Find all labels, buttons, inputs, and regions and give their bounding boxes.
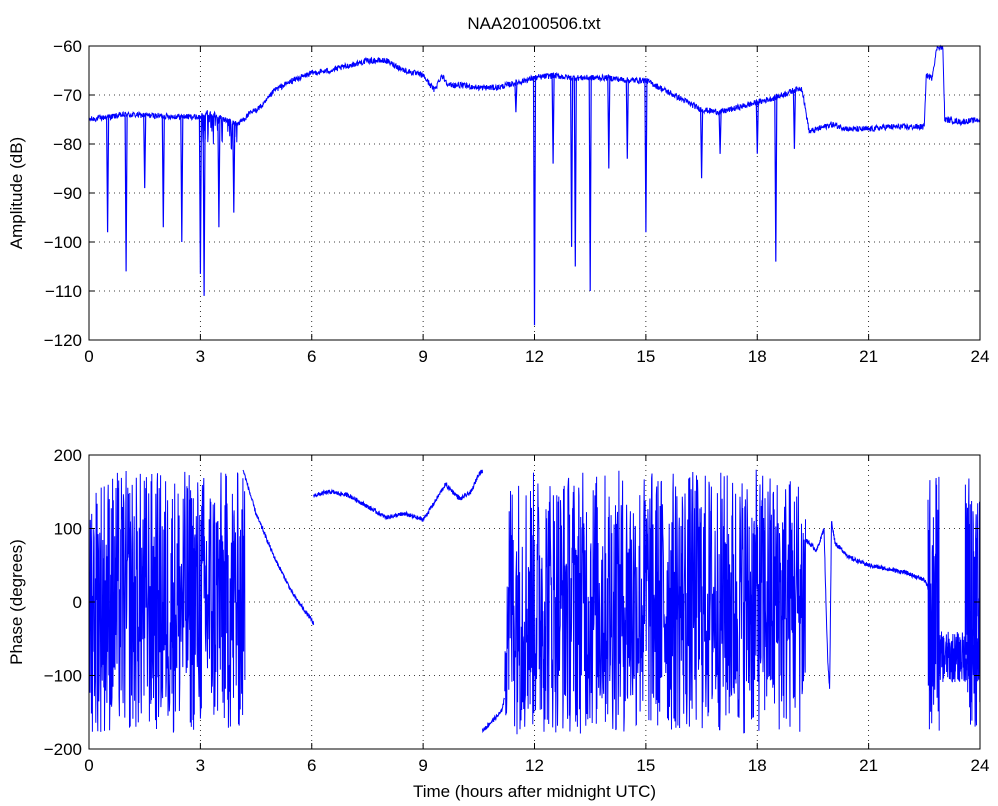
phase-noisy-segment	[964, 478, 981, 727]
amplitude-dip	[106, 117, 110, 233]
amplitude-dip	[700, 109, 704, 179]
amplitude-panel: 0 3 6 9 12 15 18 21 24 −120 −110 −100 −90 −80 −70 −60 A…	[7, 37, 989, 366]
amplitude-dip	[161, 116, 165, 228]
amplitude-dip	[755, 102, 759, 154]
phase-wrapped-segment	[504, 469, 806, 735]
x-tick-label: 15	[636, 347, 655, 366]
amplitude-dip	[588, 77, 592, 292]
amplitude-dip	[198, 117, 202, 274]
amplitude-trace	[88, 44, 981, 326]
phase-smooth-segment	[805, 521, 929, 689]
amplitude-dip	[570, 77, 574, 247]
phase-ylabel: Phase (degrees)	[7, 539, 26, 665]
y-tick-label: 200	[54, 446, 82, 465]
phase-smooth-segment	[482, 697, 505, 734]
x-tick-label: 9	[418, 347, 427, 366]
x-tick-label: 3	[196, 347, 205, 366]
x-tick-label: 0	[84, 756, 93, 775]
y-tick-label: −120	[44, 331, 82, 350]
phase-trace	[88, 469, 981, 735]
amplitude-dip	[180, 116, 184, 243]
amplitude-dip	[774, 97, 778, 262]
y-tick-label: −100	[44, 667, 82, 686]
amplitude-dip	[202, 114, 206, 296]
x-tick-label: 3	[196, 756, 205, 775]
y-tick-label: −70	[53, 86, 82, 105]
amplitude-dip	[217, 117, 221, 228]
amplitude-series-line	[88, 44, 981, 150]
amplitude-dip	[551, 75, 555, 164]
phase-smooth-segment	[242, 469, 315, 625]
amplitude-dip	[232, 122, 236, 213]
amplitude-dip	[718, 112, 722, 154]
x-tick-label: 12	[525, 347, 544, 366]
amplitude-dip	[143, 115, 147, 189]
y-tick-label: 0	[73, 593, 82, 612]
y-tick-label: −60	[53, 37, 82, 56]
y-tick-label: 100	[54, 520, 82, 539]
x-tick-label: 15	[636, 756, 655, 775]
amplitude-dip	[573, 77, 577, 267]
amplitude-dip	[644, 80, 648, 233]
x-tick-label: 6	[307, 756, 316, 775]
y-tick-label: −200	[44, 740, 82, 759]
y-tick-label: −100	[44, 233, 82, 252]
amplitude-ticks: 0 3 6 9 12 15 18 21 24 −120 −110 −100 −90 −80 −70 −60	[44, 37, 990, 366]
amplitude-dip	[532, 77, 537, 326]
x-tick-label: 24	[971, 756, 990, 775]
phase-ticks: 0 3 6 9 12 15 18 21 24 −200 −100 0 100 200	[44, 446, 990, 775]
phase-noisy-segment	[927, 476, 940, 731]
x-tick-label: 9	[418, 756, 427, 775]
amplitude-dip	[625, 80, 629, 159]
amplitude-dip	[607, 77, 611, 169]
x-tick-label: 0	[84, 347, 93, 366]
x-tick-label: 18	[748, 347, 767, 366]
x-tick-label: 18	[748, 756, 767, 775]
figure-title: NAA20100506.txt	[467, 14, 601, 33]
amplitude-dip	[792, 90, 796, 149]
phase-noisy-segment	[938, 631, 981, 683]
y-tick-label: −90	[53, 184, 82, 203]
amplitude-dip	[124, 114, 128, 272]
x-tick-label: 6	[307, 347, 316, 366]
amplitude-dip	[514, 82, 518, 113]
phase-smooth-segment	[313, 469, 483, 522]
phase-panel: 0 3 6 9 12 15 18 21 24 −200 −100 0 100 200 Phase (deg…	[7, 446, 989, 801]
x-tick-label: 21	[859, 756, 878, 775]
phase-wrapped-segment	[88, 470, 246, 733]
time-xlabel: Time (hours after midnight UTC)	[413, 782, 656, 801]
amplitude-ylabel: Amplitude (dB)	[7, 137, 26, 249]
y-tick-label: −80	[53, 135, 82, 154]
x-tick-label: 24	[971, 347, 990, 366]
x-tick-label: 12	[525, 756, 544, 775]
x-tick-label: 21	[859, 347, 878, 366]
y-tick-label: −110	[45, 282, 82, 301]
